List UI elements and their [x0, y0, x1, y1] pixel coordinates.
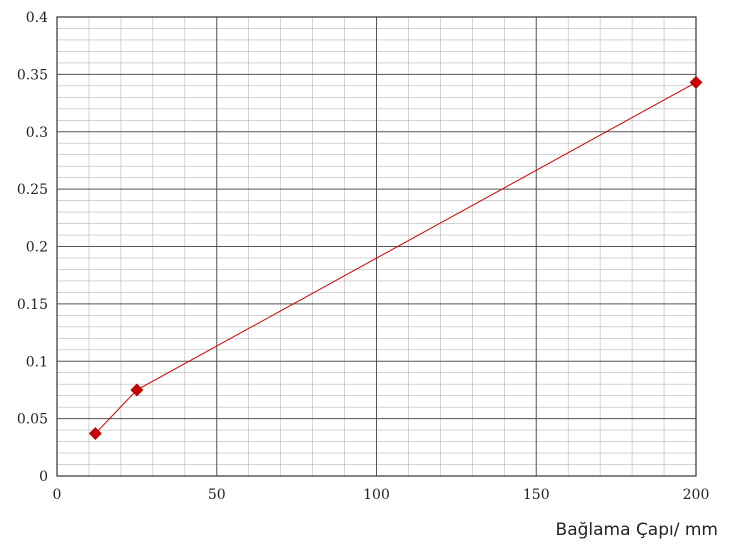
x-tick-label: 200 — [683, 487, 710, 503]
series-layer — [88, 75, 703, 440]
x-tick-label: 0 — [53, 487, 62, 503]
y-tick-label: 0.25 — [17, 182, 48, 198]
y-tick-label: 0.15 — [17, 297, 48, 313]
plot-frame — [56, 16, 697, 477]
y-tick-label: 0.1 — [26, 354, 48, 370]
data-point-marker — [88, 427, 102, 440]
y-tick-label: 0 — [39, 469, 48, 485]
x-tick-label: 150 — [523, 487, 550, 503]
x-axis-label: Bağlama Çapı/ mm — [556, 520, 718, 540]
x-tick-label: 50 — [208, 487, 226, 503]
y-tick-label: 0.4 — [26, 10, 48, 26]
y-tick-label: 0.05 — [17, 412, 48, 428]
x-tick-label: 100 — [363, 487, 390, 503]
y-tick-label: 0.35 — [17, 67, 48, 83]
x-tick-labels: 0 50 100 150 200 — [53, 487, 710, 503]
data-point-marker — [130, 383, 144, 397]
data-point-marker — [689, 75, 703, 89]
y-tick-labels: 0 0.05 0.1 0.15 0.2 0.25 0.3 0.35 0.4 — [17, 10, 48, 485]
y-tick-label: 0.3 — [26, 125, 48, 141]
y-tick-label: 0.2 — [26, 240, 48, 256]
